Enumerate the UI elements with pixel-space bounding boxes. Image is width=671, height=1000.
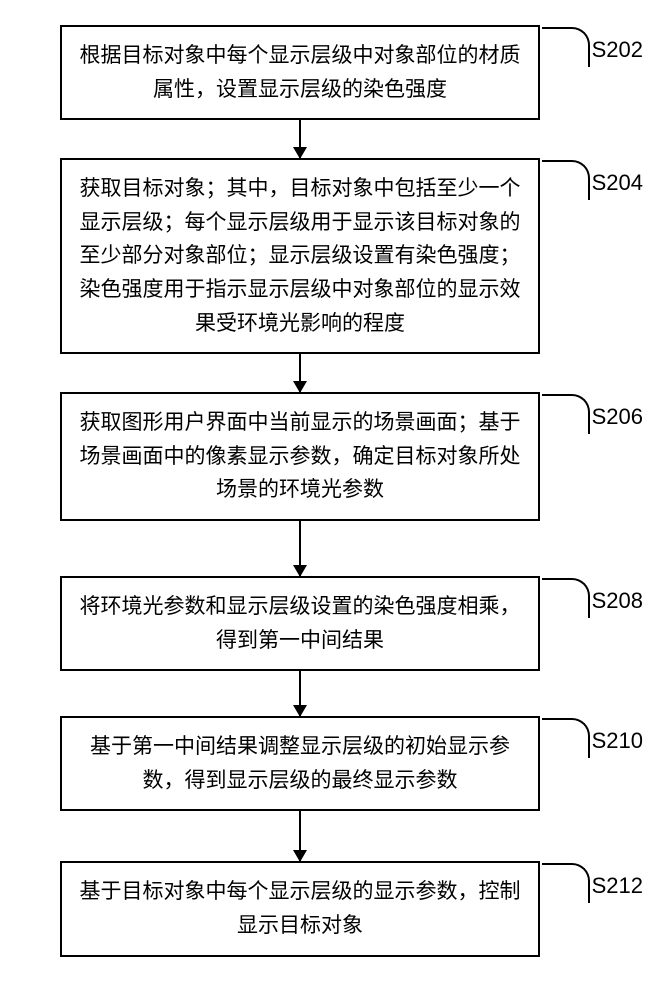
step-label: S202 [592,32,643,67]
flowchart-step: 根据目标对象中每个显示层级中对象部位的材质属性，设置显示层级的染色强度S202 [60,25,540,120]
arrow-container [60,811,540,861]
flowchart-step: 基于目标对象中每个显示层级的显示参数，控制显示目标对象S212 [60,861,540,956]
flowchart-step: 将环境光参数和显示层级设置的染色强度相乘，得到第一中间结果S208 [60,576,540,671]
label-connector [542,718,590,758]
flowchart-container: 根据目标对象中每个显示层级中对象部位的材质属性，设置显示层级的染色强度S202 获… [40,25,620,957]
arrow-down-icon [299,811,301,861]
arrow-down-icon [299,671,301,716]
arrow-down-icon [299,354,301,392]
step-label: S210 [592,723,643,758]
flowchart-step: 获取图形用户界面中当前显示的场景画面；基于场景画面中的像素显示参数，确定目标对象… [60,392,540,521]
arrow-container [60,671,540,716]
step-text: 根据目标对象中每个显示层级中对象部位的材质属性，设置显示层级的染色强度 [78,39,522,106]
step-text: 获取目标对象；其中，目标对象中包括至少一个显示层级；每个显示层级用于显示该目标对… [78,172,522,340]
flowchart-step: 基于第一中间结果调整显示层级的初始显示参数，得到显示层级的最终显示参数S210 [60,716,540,811]
label-connector [542,27,590,67]
arrow-container [60,120,540,158]
label-connector [542,863,590,903]
label-connector [542,578,590,618]
label-connector [542,394,590,434]
arrow-down-icon [299,521,301,576]
step-label: S212 [592,868,643,903]
arrow-down-icon [299,120,301,158]
step-text: 将环境光参数和显示层级设置的染色强度相乘，得到第一中间结果 [78,590,522,657]
step-label: S208 [592,583,643,618]
label-connector [542,160,590,200]
arrow-container [60,354,540,392]
step-label: S204 [592,165,643,200]
step-text: 获取图形用户界面中当前显示的场景画面；基于场景画面中的像素显示参数，确定目标对象… [78,406,522,507]
arrow-container [60,521,540,576]
step-label: S206 [592,399,643,434]
step-text: 基于第一中间结果调整显示层级的初始显示参数，得到显示层级的最终显示参数 [78,730,522,797]
flowchart-step: 获取目标对象；其中，目标对象中包括至少一个显示层级；每个显示层级用于显示该目标对… [60,158,540,354]
step-text: 基于目标对象中每个显示层级的显示参数，控制显示目标对象 [78,875,522,942]
